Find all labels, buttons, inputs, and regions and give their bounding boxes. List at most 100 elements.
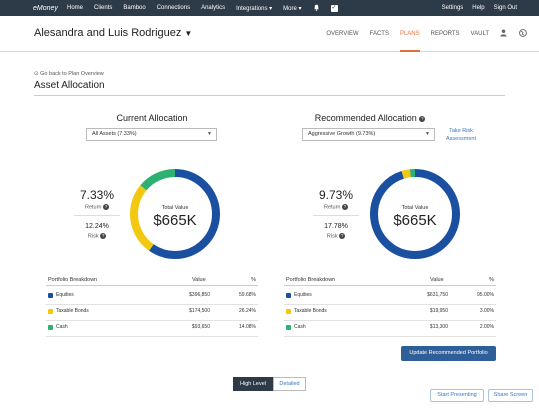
- cash-swatch: [48, 325, 53, 330]
- help-icon[interactable]: ?: [339, 233, 346, 239]
- equities-swatch: [286, 293, 291, 298]
- chevron-down-icon: ▼: [425, 131, 430, 137]
- page-title: Asset Allocation: [34, 80, 105, 91]
- help-icon[interactable]: ?: [100, 233, 107, 239]
- row-pct: 14.08%: [239, 324, 256, 330]
- row-value: $19,950: [429, 308, 448, 314]
- nav-help[interactable]: Help: [472, 5, 485, 11]
- tab-reports[interactable]: REPORTS: [430, 31, 460, 37]
- row-name: Taxable Bonds: [56, 308, 89, 314]
- recommended-risk-label: Risk ?: [311, 233, 361, 239]
- help-icon[interactable]: ?: [103, 204, 110, 210]
- table-row: Cash $13,300 2.00%: [284, 321, 496, 337]
- recommended-allocation-select[interactable]: Aggressive Growth (9.73%) ▼: [302, 128, 435, 141]
- client-header: Alesandra and Luis Rodriguez ▼ OVERVIEW F…: [0, 16, 539, 52]
- current-allocation-select[interactable]: All Assets (7.33%) ▼: [86, 128, 217, 141]
- current-risk-label-text: Risk: [87, 233, 99, 240]
- equities-swatch: [48, 293, 53, 298]
- back-link-label: Go back to Plan Overview: [40, 71, 104, 77]
- current-select-value: All Assets (7.33%): [92, 131, 137, 137]
- nav-integrations[interactable]: Integrations ▾: [236, 5, 273, 12]
- row-pct: 2.00%: [479, 324, 494, 330]
- current-allocation-donut: [130, 169, 220, 259]
- tab-overview[interactable]: OVERVIEW: [326, 31, 359, 37]
- breakdown-header-value: Value: [430, 277, 444, 283]
- recommended-portfolio-breakdown: Portfolio Breakdown Value % Equities $63…: [284, 274, 496, 337]
- current-total-value: $665K: [153, 212, 197, 229]
- caret-down-icon: ▼: [184, 29, 193, 38]
- current-risk-value: 12.24%: [85, 223, 109, 230]
- breakdown-header: Portfolio Breakdown Value %: [46, 274, 258, 286]
- row-pct: 26.24%: [239, 308, 256, 314]
- start-presenting-button[interactable]: Start Presenting: [430, 389, 484, 402]
- taxable-bonds-swatch: [286, 309, 291, 314]
- table-row: Equities $631,750 95.00%: [284, 289, 496, 305]
- client-name-dropdown[interactable]: Alesandra and Luis Rodriguez ▼: [34, 27, 192, 39]
- recommended-return-value: 9.73%: [318, 188, 354, 202]
- current-return-value: 7.33%: [79, 188, 115, 202]
- row-pct: 59.68%: [239, 292, 256, 298]
- breakdown-header: Portfolio Breakdown Value %: [284, 274, 496, 286]
- view-toggle-detailed[interactable]: Detailed: [273, 377, 306, 391]
- breakdown-header-value: Value: [192, 277, 206, 283]
- arrow-left-circle-icon: ⊙: [34, 71, 39, 77]
- row-value: $631,750: [427, 292, 448, 298]
- current-donut-center: Total Value $665K: [129, 205, 221, 229]
- nav-connections[interactable]: Connections: [156, 5, 191, 11]
- recommended-allocation-title-text: Recommended Allocation: [314, 113, 417, 123]
- current-stat-divider: [74, 215, 120, 216]
- globe-icon[interactable]: [519, 29, 527, 39]
- tab-facts[interactable]: FACTS: [369, 31, 389, 37]
- recommended-allocation-title: Recommended Allocation ?: [300, 113, 440, 123]
- task-check-icon[interactable]: ✓: [330, 4, 338, 12]
- user-icon[interactable]: [500, 29, 507, 39]
- cash-swatch: [286, 325, 291, 330]
- client-tabs: OVERVIEW FACTS PLANS REPORTS VAULT: [326, 16, 539, 52]
- donut-segment-taxable-bonds: [130, 169, 220, 259]
- nav-bamboo[interactable]: Bamboo: [123, 5, 146, 11]
- take-risk-assessment-link[interactable]: Take Risk Assessment: [446, 128, 476, 142]
- tab-vault[interactable]: VAULT: [470, 31, 489, 37]
- emoney-logo[interactable]: eMoney: [33, 4, 58, 12]
- update-recommended-portfolio-button[interactable]: Update Recommended Portfolio: [401, 346, 496, 361]
- title-divider: [34, 95, 505, 96]
- current-risk-label: Risk ?: [72, 233, 122, 239]
- row-value: $13,300: [429, 324, 448, 330]
- view-toggle-high-level[interactable]: High Level: [233, 377, 273, 391]
- nav-sign-out[interactable]: Sign Out: [493, 5, 517, 11]
- help-icon[interactable]: ?: [419, 115, 426, 122]
- row-name: Cash: [56, 324, 68, 330]
- nav-clients[interactable]: Clients: [94, 5, 113, 11]
- tab-plans[interactable]: PLANS: [399, 16, 420, 52]
- donut-segment-cash: [130, 169, 220, 259]
- nav-analytics[interactable]: Analytics: [201, 5, 226, 11]
- nav-settings[interactable]: Settings: [441, 5, 464, 11]
- share-screen-button[interactable]: Share Screen: [488, 389, 533, 402]
- row-value: $396,850: [189, 292, 210, 298]
- current-allocation-title: Current Allocation: [84, 113, 220, 123]
- recommended-risk-label-text: Risk: [326, 233, 338, 240]
- recommended-total-label: Total Value: [401, 205, 429, 211]
- nav-home[interactable]: Home: [67, 5, 84, 11]
- breakdown-header-pct: %: [251, 277, 256, 283]
- back-to-plan-overview-link[interactable]: ⊙ Go back to Plan Overview: [34, 71, 104, 77]
- row-name: Cash: [294, 324, 306, 330]
- current-total-label: Total Value: [161, 205, 189, 211]
- taxable-bonds-swatch: [48, 309, 53, 314]
- breakdown-header-pct: %: [489, 277, 494, 283]
- recommended-risk-value: 17.78%: [324, 223, 348, 230]
- bell-icon[interactable]: [313, 4, 320, 13]
- chevron-down-icon: ▼: [207, 131, 212, 137]
- donut-segment-cash: [370, 169, 460, 259]
- client-name: Alesandra and Luis Rodriguez: [34, 27, 182, 39]
- help-icon[interactable]: ?: [342, 204, 349, 210]
- row-value: $174,500: [189, 308, 210, 314]
- recommended-total-value: $665K: [393, 212, 437, 229]
- row-value: $93,650: [191, 324, 210, 330]
- nav-more[interactable]: More ▾: [283, 5, 302, 12]
- current-return-label-text: Return: [84, 204, 102, 211]
- breakdown-header-name: Portfolio Breakdown: [286, 277, 336, 283]
- breakdown-header-name: Portfolio Breakdown: [48, 277, 98, 283]
- table-row: Cash $93,650 14.08%: [46, 321, 258, 337]
- recommended-return-label: Return ?: [311, 204, 361, 210]
